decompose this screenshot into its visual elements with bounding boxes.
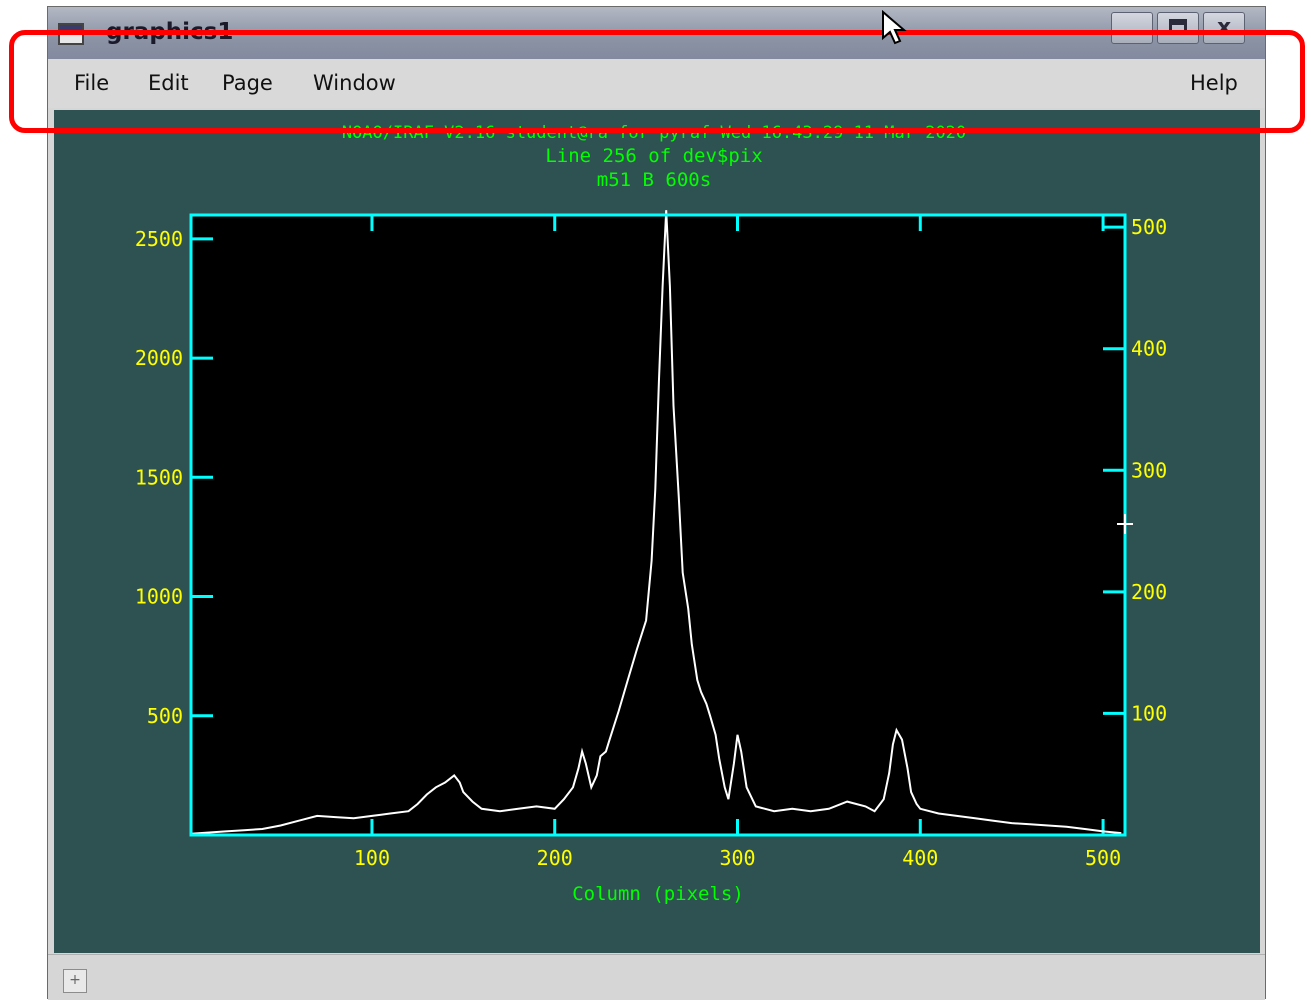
expand-button[interactable]: + (63, 969, 87, 993)
menu-help[interactable]: Help (1190, 71, 1238, 95)
minimize-icon (1124, 31, 1140, 35)
title-bar[interactable]: graphics1 x (48, 7, 1265, 60)
x-tick-label: 500 (1085, 846, 1121, 870)
y-tick-label: 2500 (135, 227, 183, 251)
menu-edit[interactable]: Edit (148, 71, 189, 95)
close-icon: x (1217, 15, 1232, 40)
x-axis-label: Column (pixels) (572, 883, 744, 905)
y2-tick-label: 200 (1131, 580, 1167, 604)
menu-bar: File Edit Page Window Help (48, 59, 1265, 108)
close-button[interactable]: x (1203, 12, 1245, 44)
plus-icon: + (69, 972, 81, 988)
y2-tick-label: 100 (1131, 701, 1167, 725)
graphics-window: graphics1 x File Edit Page Window Help N… (47, 6, 1266, 1000)
y-tick-label: 1500 (135, 465, 183, 489)
x-tick-label: 200 (537, 846, 573, 870)
minimize-button[interactable] (1111, 12, 1153, 44)
window-title: graphics1 (106, 19, 234, 45)
x-tick-label: 400 (902, 846, 938, 870)
plot-header-system-line: NOAO/IRAF V2.16 student@ra for pyraf Wed… (342, 123, 966, 143)
plot-area (191, 215, 1125, 835)
status-bar: + (48, 954, 1265, 1000)
y-tick-label: 500 (147, 704, 183, 728)
tick-labels: 100 200 300 400 500 500 1000 1500 2000 2500 100 200… (135, 215, 1167, 870)
menu-page[interactable]: Page (222, 71, 273, 95)
menu-file[interactable]: File (74, 71, 110, 95)
maximize-button[interactable] (1157, 12, 1199, 44)
menu-window[interactable]: Window (313, 71, 396, 95)
spectrum-trace (190, 210, 1122, 835)
y2-tick-label: 300 (1131, 458, 1167, 482)
plot-title: Line 256 of dev$pix (545, 145, 762, 167)
y-tick-label: 1000 (135, 585, 183, 609)
x-tick-label: 300 (719, 846, 755, 870)
plot-graphic: NOAO/IRAF V2.16 student@ra for pyraf Wed… (135, 123, 1167, 905)
maximize-icon (1169, 19, 1187, 35)
y2-tick-label: 500 (1131, 215, 1167, 239)
y2-tick-label: 400 (1131, 337, 1167, 361)
x-tick-label: 100 (354, 846, 390, 870)
plot-subtitle: m51 B 600s (597, 169, 711, 191)
plot-canvas[interactable]: NOAO/IRAF V2.16 student@ra for pyraf Wed… (54, 110, 1260, 953)
axis-ticks (191, 215, 1125, 835)
y-tick-label: 2000 (135, 346, 183, 370)
mouse-pointer-icon (882, 10, 907, 45)
window-app-icon[interactable] (58, 23, 84, 45)
